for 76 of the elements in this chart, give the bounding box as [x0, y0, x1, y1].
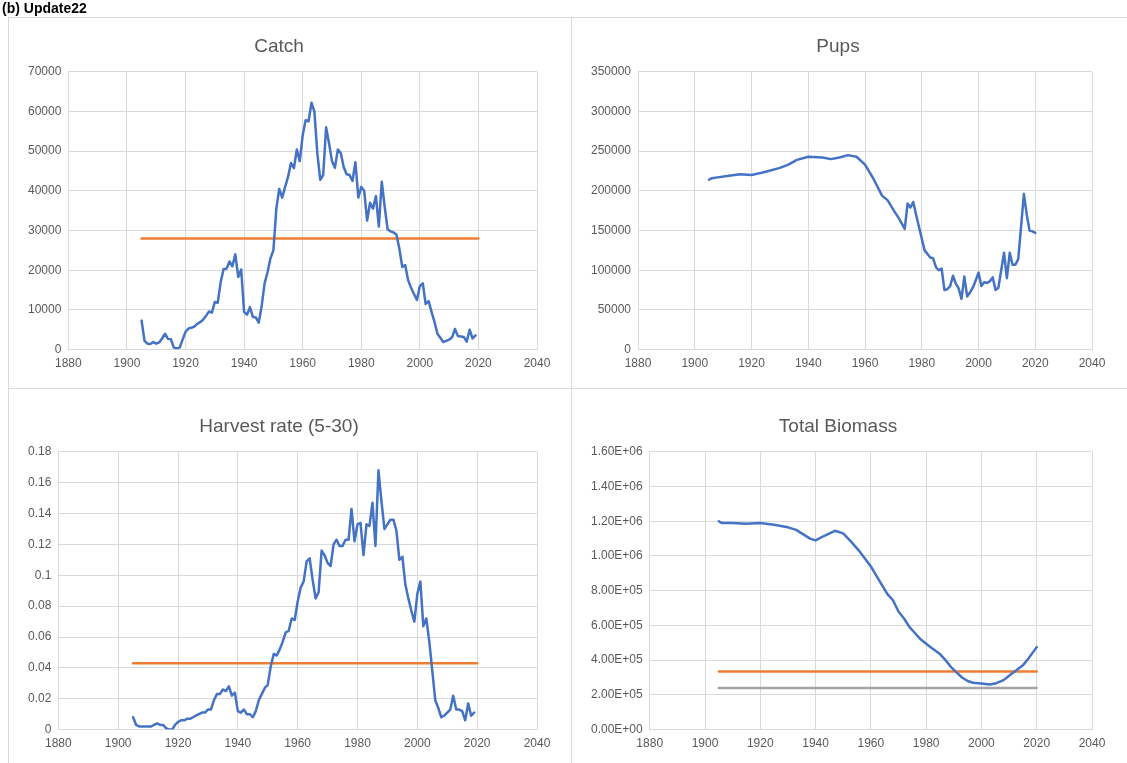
- chart-title: Catch: [254, 34, 304, 56]
- y-tick-label: 300000: [591, 103, 632, 118]
- x-tick-label: 2040: [523, 736, 551, 751]
- x-tick-label: 2020: [1021, 356, 1049, 371]
- y-tick-label: 8.00E+05: [591, 583, 644, 598]
- x-tick-label: 1980: [347, 356, 375, 371]
- y-tick-label: 150000: [591, 222, 632, 237]
- y-tick-label: 10000: [27, 302, 62, 317]
- chart-title: Total Biomass: [778, 414, 898, 436]
- y-tick-label: 2.00E+05: [591, 687, 644, 702]
- x-tick-label: 1880: [624, 356, 652, 371]
- x-tick-label: 1900: [681, 356, 709, 371]
- x-tick-label: 1920: [746, 736, 774, 751]
- x-tick-label: 2020: [463, 736, 491, 751]
- y-tick-label: 70000: [27, 64, 62, 79]
- chart-title: Harvest rate (5-30): [199, 414, 359, 436]
- x-tick-label: 1920: [164, 736, 192, 751]
- x-tick-label: 1920: [738, 356, 766, 371]
- y-tick-label: 250000: [591, 143, 632, 158]
- x-tick-label: 1940: [794, 356, 822, 371]
- y-tick-label: 1.20E+06: [591, 513, 644, 528]
- y-tick-label: 4.00E+05: [591, 652, 644, 667]
- y-tick-label: 30000: [27, 222, 62, 237]
- x-tick-label: 2020: [1023, 736, 1051, 751]
- y-tick-label: 0: [54, 341, 62, 356]
- x-tick-label: 1880: [45, 736, 73, 751]
- x-tick-label: 1900: [104, 736, 132, 751]
- x-tick-label: 1960: [851, 356, 879, 371]
- y-tick-label: 40000: [27, 183, 62, 198]
- y-tick-label: 0.1: [34, 567, 52, 582]
- x-tick-label: 2000: [968, 736, 996, 751]
- x-tick-label: 1880: [636, 736, 664, 751]
- y-tick-label: 0.04: [28, 660, 52, 675]
- x-tick-label: 1980: [908, 356, 936, 371]
- y-tick-label: 1.60E+06: [591, 444, 644, 459]
- chart-title: Pups: [816, 34, 860, 56]
- y-tick-label: 50000: [597, 302, 632, 317]
- y-tick-label: 0: [624, 341, 632, 356]
- x-tick-label: 2020: [465, 356, 493, 371]
- y-tick-label: 0.06: [28, 629, 52, 644]
- x-tick-label: 1940: [224, 736, 252, 751]
- y-tick-label: 0.16: [28, 474, 52, 489]
- x-tick-label: 1940: [802, 736, 830, 751]
- y-tick-label: 0.08: [28, 598, 52, 613]
- text: (b) Update22: [2, 0, 87, 16]
- y-tick-label: 100000: [591, 262, 632, 277]
- x-tick-label: 1980: [344, 736, 372, 751]
- y-tick-label: 0.14: [28, 505, 52, 520]
- y-tick-label: 1.40E+06: [591, 478, 644, 493]
- x-tick-label: 2000: [406, 356, 434, 371]
- x-tick-label: 2040: [523, 356, 551, 371]
- y-tick-label: 50000: [27, 143, 62, 158]
- x-tick-label: 1880: [55, 356, 83, 371]
- x-tick-label: 2000: [965, 356, 993, 371]
- y-tick-label: 0.02: [28, 691, 52, 706]
- x-tick-label: 2040: [1078, 356, 1106, 371]
- x-tick-label: 1960: [284, 736, 312, 751]
- y-tick-label: 0.00E+00: [591, 721, 644, 736]
- y-tick-label: 6.00E+05: [591, 617, 644, 632]
- y-tick-label: 350000: [591, 64, 632, 79]
- x-tick-label: 1980: [912, 736, 940, 751]
- y-tick-label: 0: [44, 721, 52, 736]
- x-tick-label: 1960: [289, 356, 317, 371]
- y-tick-label: 0.12: [28, 536, 52, 551]
- y-tick-label: 0.18: [28, 444, 52, 459]
- y-tick-label: 1.00E+06: [591, 548, 644, 563]
- x-tick-label: 1920: [172, 356, 200, 371]
- y-tick-label: 60000: [27, 103, 62, 118]
- x-tick-label: 2040: [1078, 736, 1106, 751]
- x-tick-label: 2000: [403, 736, 432, 751]
- x-tick-label: 1940: [230, 356, 258, 371]
- y-tick-label: 200000: [591, 183, 632, 198]
- x-tick-label: 1900: [691, 736, 719, 751]
- x-tick-label: 1960: [857, 736, 885, 751]
- x-tick-label: 1900: [113, 356, 141, 371]
- y-tick-label: 20000: [27, 262, 62, 277]
